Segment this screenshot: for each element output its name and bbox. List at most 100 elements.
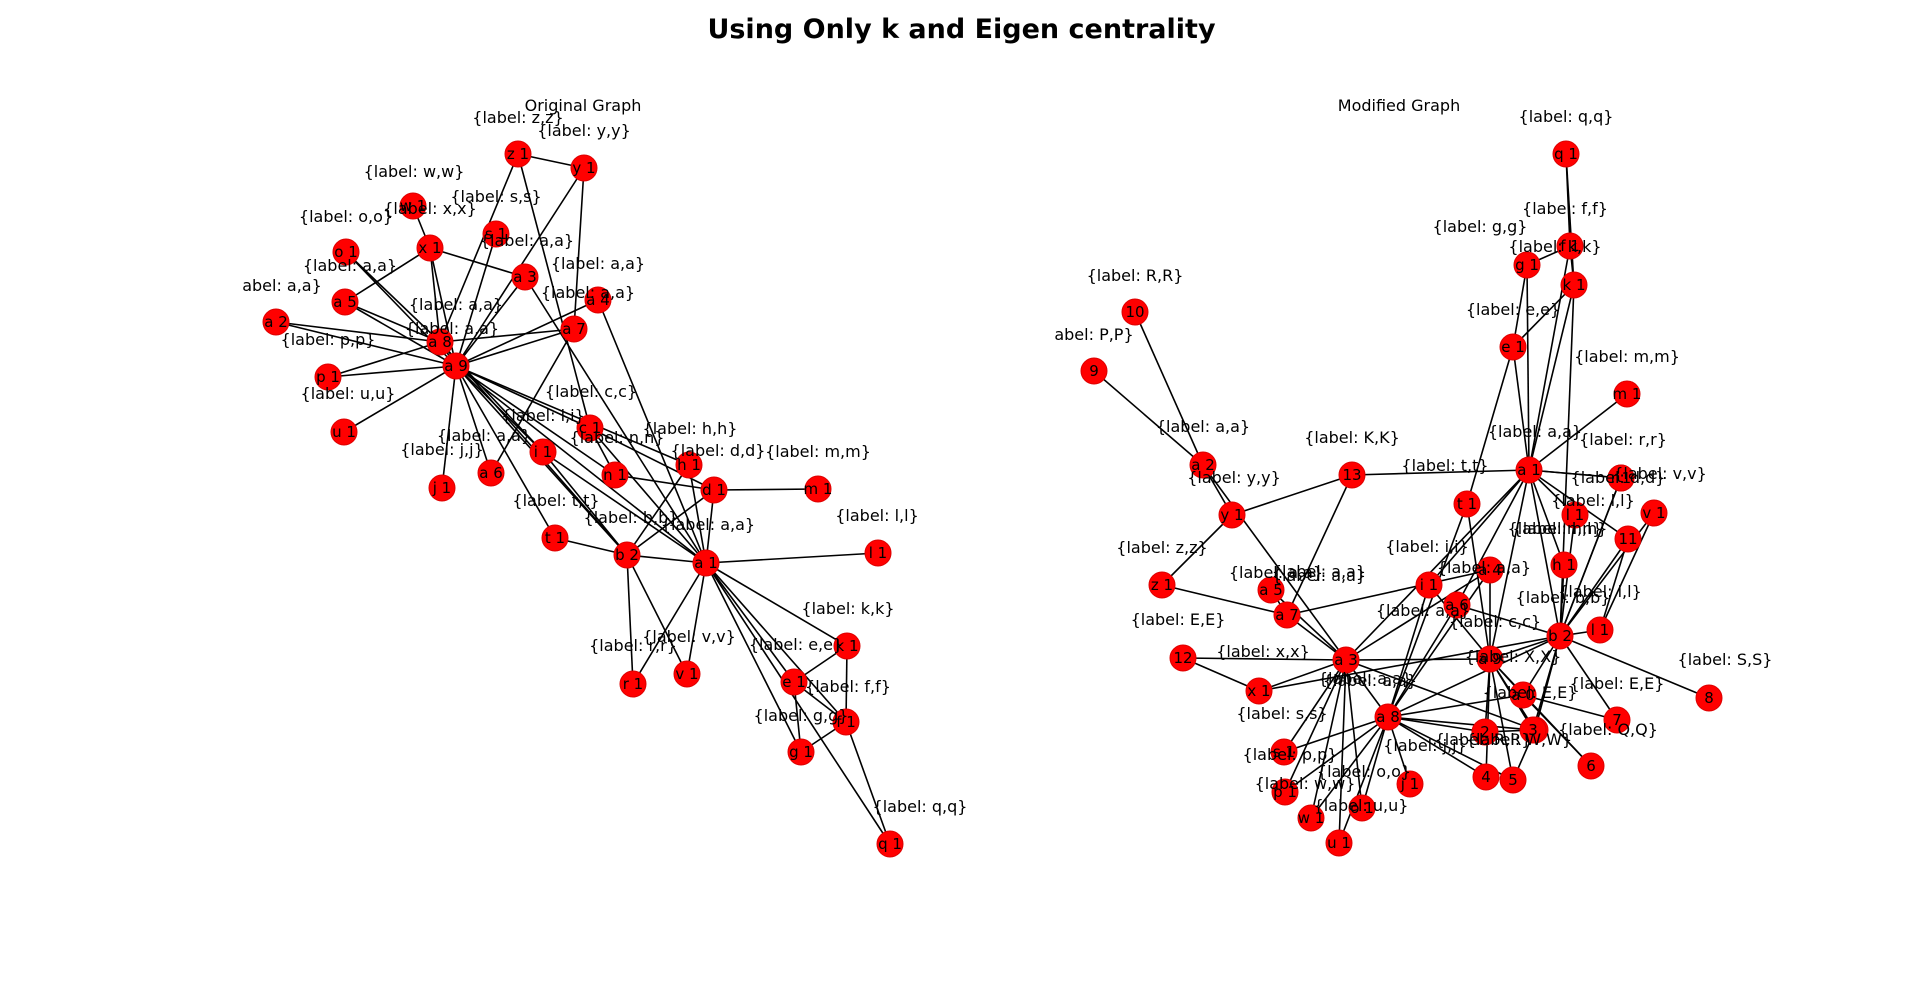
graph-edge [455,276,526,367]
node-attribute-label: {label: K,K} [1304,428,1400,447]
graph-edge [455,233,497,367]
node-label: f 1 [836,713,856,731]
graph-edge [1202,464,1347,661]
node-attribute-label: {label: u,u} [301,384,396,403]
graph-edge [1526,264,1530,471]
graph-node [1332,646,1360,674]
graph-edge [1528,393,1628,471]
graph-node [1552,140,1580,168]
graph-edge [1345,569,1491,661]
graph-node [1556,232,1584,260]
graph-edge [705,562,802,753]
node-attribute-label: {label: b,b} [1516,588,1611,607]
graph-edge [713,488,819,491]
node-label: 11 [1618,530,1637,548]
node-label: k 1 [836,637,859,655]
node-attribute-label: {label: j,j} [400,440,484,459]
node-label: j 1 [432,479,451,497]
node-attribute-label: {label: q,q} [873,797,968,816]
graph-edge [542,451,707,564]
node-attribute-label: {label: k,k} [801,599,894,618]
node-label: y 1 [572,159,595,177]
graph-node [428,474,456,502]
node-attribute-label: {label: a,a} [303,256,397,275]
graph-node [1476,645,1504,673]
graph-edge [1522,694,1618,721]
graph-edge [1258,635,1561,692]
node-label: j 1 [1400,775,1419,793]
graph-edge [1182,657,1260,692]
node-label: 6 [1586,757,1596,775]
graph-node [477,459,505,487]
node-attribute-label: {label: a,a} [1272,562,1366,581]
node-attribute-label: {label: R,R} [1087,266,1184,285]
node-attribute-label: {label: a,a} [409,295,503,314]
graph-edge [589,427,715,491]
graph-edge [1286,474,1353,616]
node-attribute-label: {label: a,a} [541,283,635,302]
node-label: d 1 [702,481,726,499]
graph-edge [1284,659,1347,793]
node-label: m 1 [804,480,833,498]
graph-edge [429,247,441,343]
node-label: r 1 [623,675,643,693]
graph-edge [1387,503,1468,718]
graph-node [1148,571,1176,599]
graph-node [675,451,703,479]
graph-edge [345,251,441,343]
node-label: 13 [1342,466,1361,484]
node-label: 12 [1173,649,1192,667]
graph-edge [614,474,715,491]
graph-edge [542,451,628,556]
graph-edge [439,328,575,343]
node-attribute-label: {label: E,E} [1131,610,1226,629]
node-attribute-label: {label: o,o} [299,207,393,226]
graph-node [1561,501,1589,529]
graph-edge [1338,659,1347,844]
node-label: w 1 [1298,809,1325,827]
graph-node [504,140,532,168]
graph-edge [573,167,585,330]
graph-edge [1270,589,1347,661]
graph-edge [1387,584,1430,718]
node-label: a 1 [1517,461,1541,479]
graph-node [314,363,342,391]
graph-node [1218,501,1246,529]
node-attribute-label: {label: o,o} [1317,762,1411,781]
graph-edge [1345,469,1530,661]
graph-edge [1512,284,1575,348]
graph-node [1515,456,1543,484]
graph-edge [327,341,441,378]
graph-edge [344,247,431,303]
node-attribute-label: {label: w,w} [1255,774,1356,793]
node-attribute-label: {label: a,a} [1156,417,1250,436]
node-attribute-label: {label: a,a} [1437,558,1531,577]
node-label: b 2 [1548,627,1572,645]
graph-edge [517,153,591,429]
graph-edge [1351,469,1530,476]
node-attribute-label: {label: l,l} [1558,582,1642,601]
node-label: n 1 [603,466,627,484]
graph-node [1513,251,1541,279]
graph-edge [1489,469,1530,660]
node-attribute-label: {label: a,a} [405,319,499,338]
node-attribute-label: {label: n,n} [1508,519,1603,538]
graph-node [1121,298,1149,326]
graph-edge [626,464,690,556]
node-attribute-label: {label: w,w} [364,162,465,181]
node-label: t 1 [545,529,565,547]
graph-node [1476,556,1504,584]
node-label: b 2 [615,546,639,564]
node-attribute-label: {label: g,g} [754,706,849,725]
graph-edge [1387,635,1561,718]
graph-edge [455,365,492,474]
node-attribute-label: {label: h,h} [643,419,738,438]
graph-node [1374,703,1402,731]
graph-edge [439,153,519,343]
node-attribute-label: {label: a,a} [661,515,755,534]
node-label: a 1 [694,554,718,572]
node-label: m 1 [1613,385,1642,403]
graph-node [613,541,641,569]
graph-node [1519,716,1547,744]
node-label: a 9 [1478,650,1502,668]
